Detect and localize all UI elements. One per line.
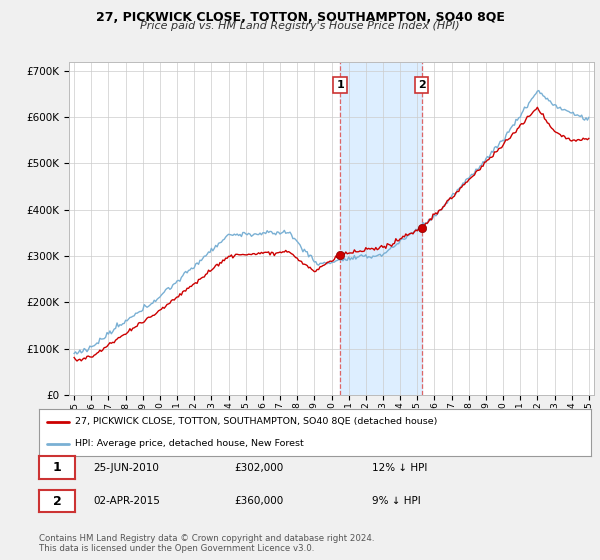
Text: 1: 1 [53, 461, 61, 474]
Text: 27, PICKWICK CLOSE, TOTTON, SOUTHAMPTON, SO40 8QE: 27, PICKWICK CLOSE, TOTTON, SOUTHAMPTON,… [95, 11, 505, 24]
Text: 2: 2 [418, 80, 425, 90]
Text: £360,000: £360,000 [234, 496, 283, 506]
Text: 25-JUN-2010: 25-JUN-2010 [93, 463, 159, 473]
Text: Price paid vs. HM Land Registry's House Price Index (HPI): Price paid vs. HM Land Registry's House … [140, 21, 460, 31]
Text: £302,000: £302,000 [234, 463, 283, 473]
Text: This data is licensed under the Open Government Licence v3.0.: This data is licensed under the Open Gov… [39, 544, 314, 553]
Bar [340, 62, 422, 395]
Text: 27, PICKWICK CLOSE, TOTTON, SOUTHAMPTON, SO40 8QE (detached house): 27, PICKWICK CLOSE, TOTTON, SOUTHAMPTON,… [75, 417, 437, 426]
Text: 2: 2 [53, 494, 61, 508]
Text: HPI: Average price, detached house, New Forest: HPI: Average price, detached house, New … [75, 439, 304, 448]
Text: 9% ↓ HPI: 9% ↓ HPI [372, 496, 421, 506]
Text: 02-APR-2015: 02-APR-2015 [93, 496, 160, 506]
Text: 12% ↓ HPI: 12% ↓ HPI [372, 463, 427, 473]
Text: 1: 1 [336, 80, 344, 90]
Text: Contains HM Land Registry data © Crown copyright and database right 2024.: Contains HM Land Registry data © Crown c… [39, 534, 374, 543]
